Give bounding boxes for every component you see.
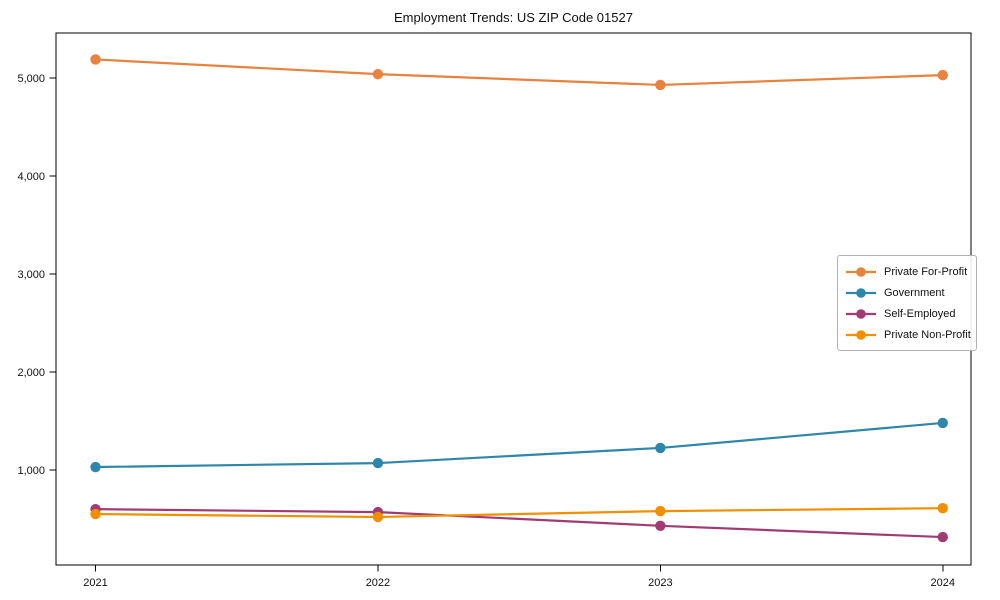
- legend-item: Private For-Profit: [846, 261, 970, 282]
- data-point: [655, 505, 666, 517]
- legend-item: Private Non-Profit: [846, 324, 971, 345]
- legend-marker: [856, 266, 866, 277]
- y-tick-label: 2,000: [17, 367, 45, 379]
- data-point: [372, 457, 384, 469]
- legend-marker: [856, 308, 866, 319]
- line-series: [95, 507, 943, 519]
- data-point: [90, 54, 101, 65]
- legend-marker: [856, 329, 866, 340]
- legend-line-marker-icon: [846, 308, 876, 319]
- data-point: [655, 442, 666, 454]
- legend: Private For-Profit Government Self-Emplo…: [837, 255, 977, 351]
- data-point: [937, 531, 948, 543]
- data-point: [90, 508, 101, 520]
- data-point: [937, 417, 948, 429]
- line-series: [95, 508, 943, 539]
- legend-item: Self-Employed: [846, 303, 970, 324]
- data-point: [937, 69, 948, 81]
- line-series: [95, 58, 943, 87]
- y-tick-label: 4,000: [17, 171, 45, 183]
- chart-title: Employment Trends: US ZIP Code 01527: [394, 10, 633, 25]
- y-tick-label: 5,000: [17, 73, 45, 85]
- legend-line-marker-icon: [846, 287, 876, 298]
- x-tick-label: 2021: [83, 577, 107, 589]
- data-point: [372, 511, 384, 523]
- legend-line-marker-icon: [846, 329, 876, 340]
- legend-item: Government: [846, 282, 970, 303]
- x-tick-label: 2022: [366, 577, 390, 589]
- legend-label: Self-Employed: [884, 307, 956, 320]
- x-tick-label: 2024: [931, 577, 955, 589]
- data-point: [655, 520, 666, 532]
- legend-marker: [856, 287, 866, 298]
- legend-label: Government: [884, 286, 945, 299]
- data-point: [655, 79, 666, 91]
- y-tick-label: 1,000: [17, 465, 45, 477]
- data-point: [372, 68, 384, 80]
- line-series: [95, 421, 943, 469]
- plot-frame: [55, 32, 972, 566]
- legend-line-marker-icon: [846, 266, 876, 277]
- x-tick-label: 2023: [648, 577, 672, 589]
- data-point: [937, 502, 948, 514]
- y-tick-label: 3,000: [17, 269, 45, 281]
- legend-label: Private Non-Profit: [884, 328, 971, 341]
- data-point: [90, 461, 101, 473]
- legend-label: Private For-Profit: [884, 265, 968, 278]
